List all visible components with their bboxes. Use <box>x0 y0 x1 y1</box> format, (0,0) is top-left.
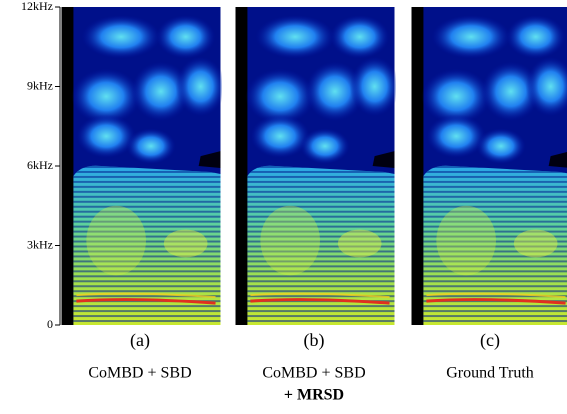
spectrogram <box>60 7 222 325</box>
y-axis: 0 3kHz 6kHz 9kHz 12kHz <box>21 0 61 331</box>
panel-caption-bold: + MRSD <box>284 387 344 404</box>
panels: (a) CoMBD + SBD (b) CoMBD + SBD + MRSD (c) Gro… <box>60 7 567 404</box>
panel-label: (c) <box>480 330 500 351</box>
panel-label: (a) <box>130 330 150 351</box>
tick-label: 3kHz <box>27 237 53 251</box>
spectrogram <box>234 7 396 325</box>
panel-caption: CoMBD + SBD <box>262 365 365 382</box>
tick-label: 9kHz <box>27 78 53 92</box>
tick-label: 0 <box>47 317 53 331</box>
tick-label: 6kHz <box>27 158 53 172</box>
tick-label: 12kHz <box>21 0 53 13</box>
spectrogram <box>410 7 567 325</box>
panel-caption: CoMBD + SBD <box>88 365 191 382</box>
panel-label: (b) <box>304 330 325 351</box>
panel-caption: Ground Truth <box>446 365 534 382</box>
